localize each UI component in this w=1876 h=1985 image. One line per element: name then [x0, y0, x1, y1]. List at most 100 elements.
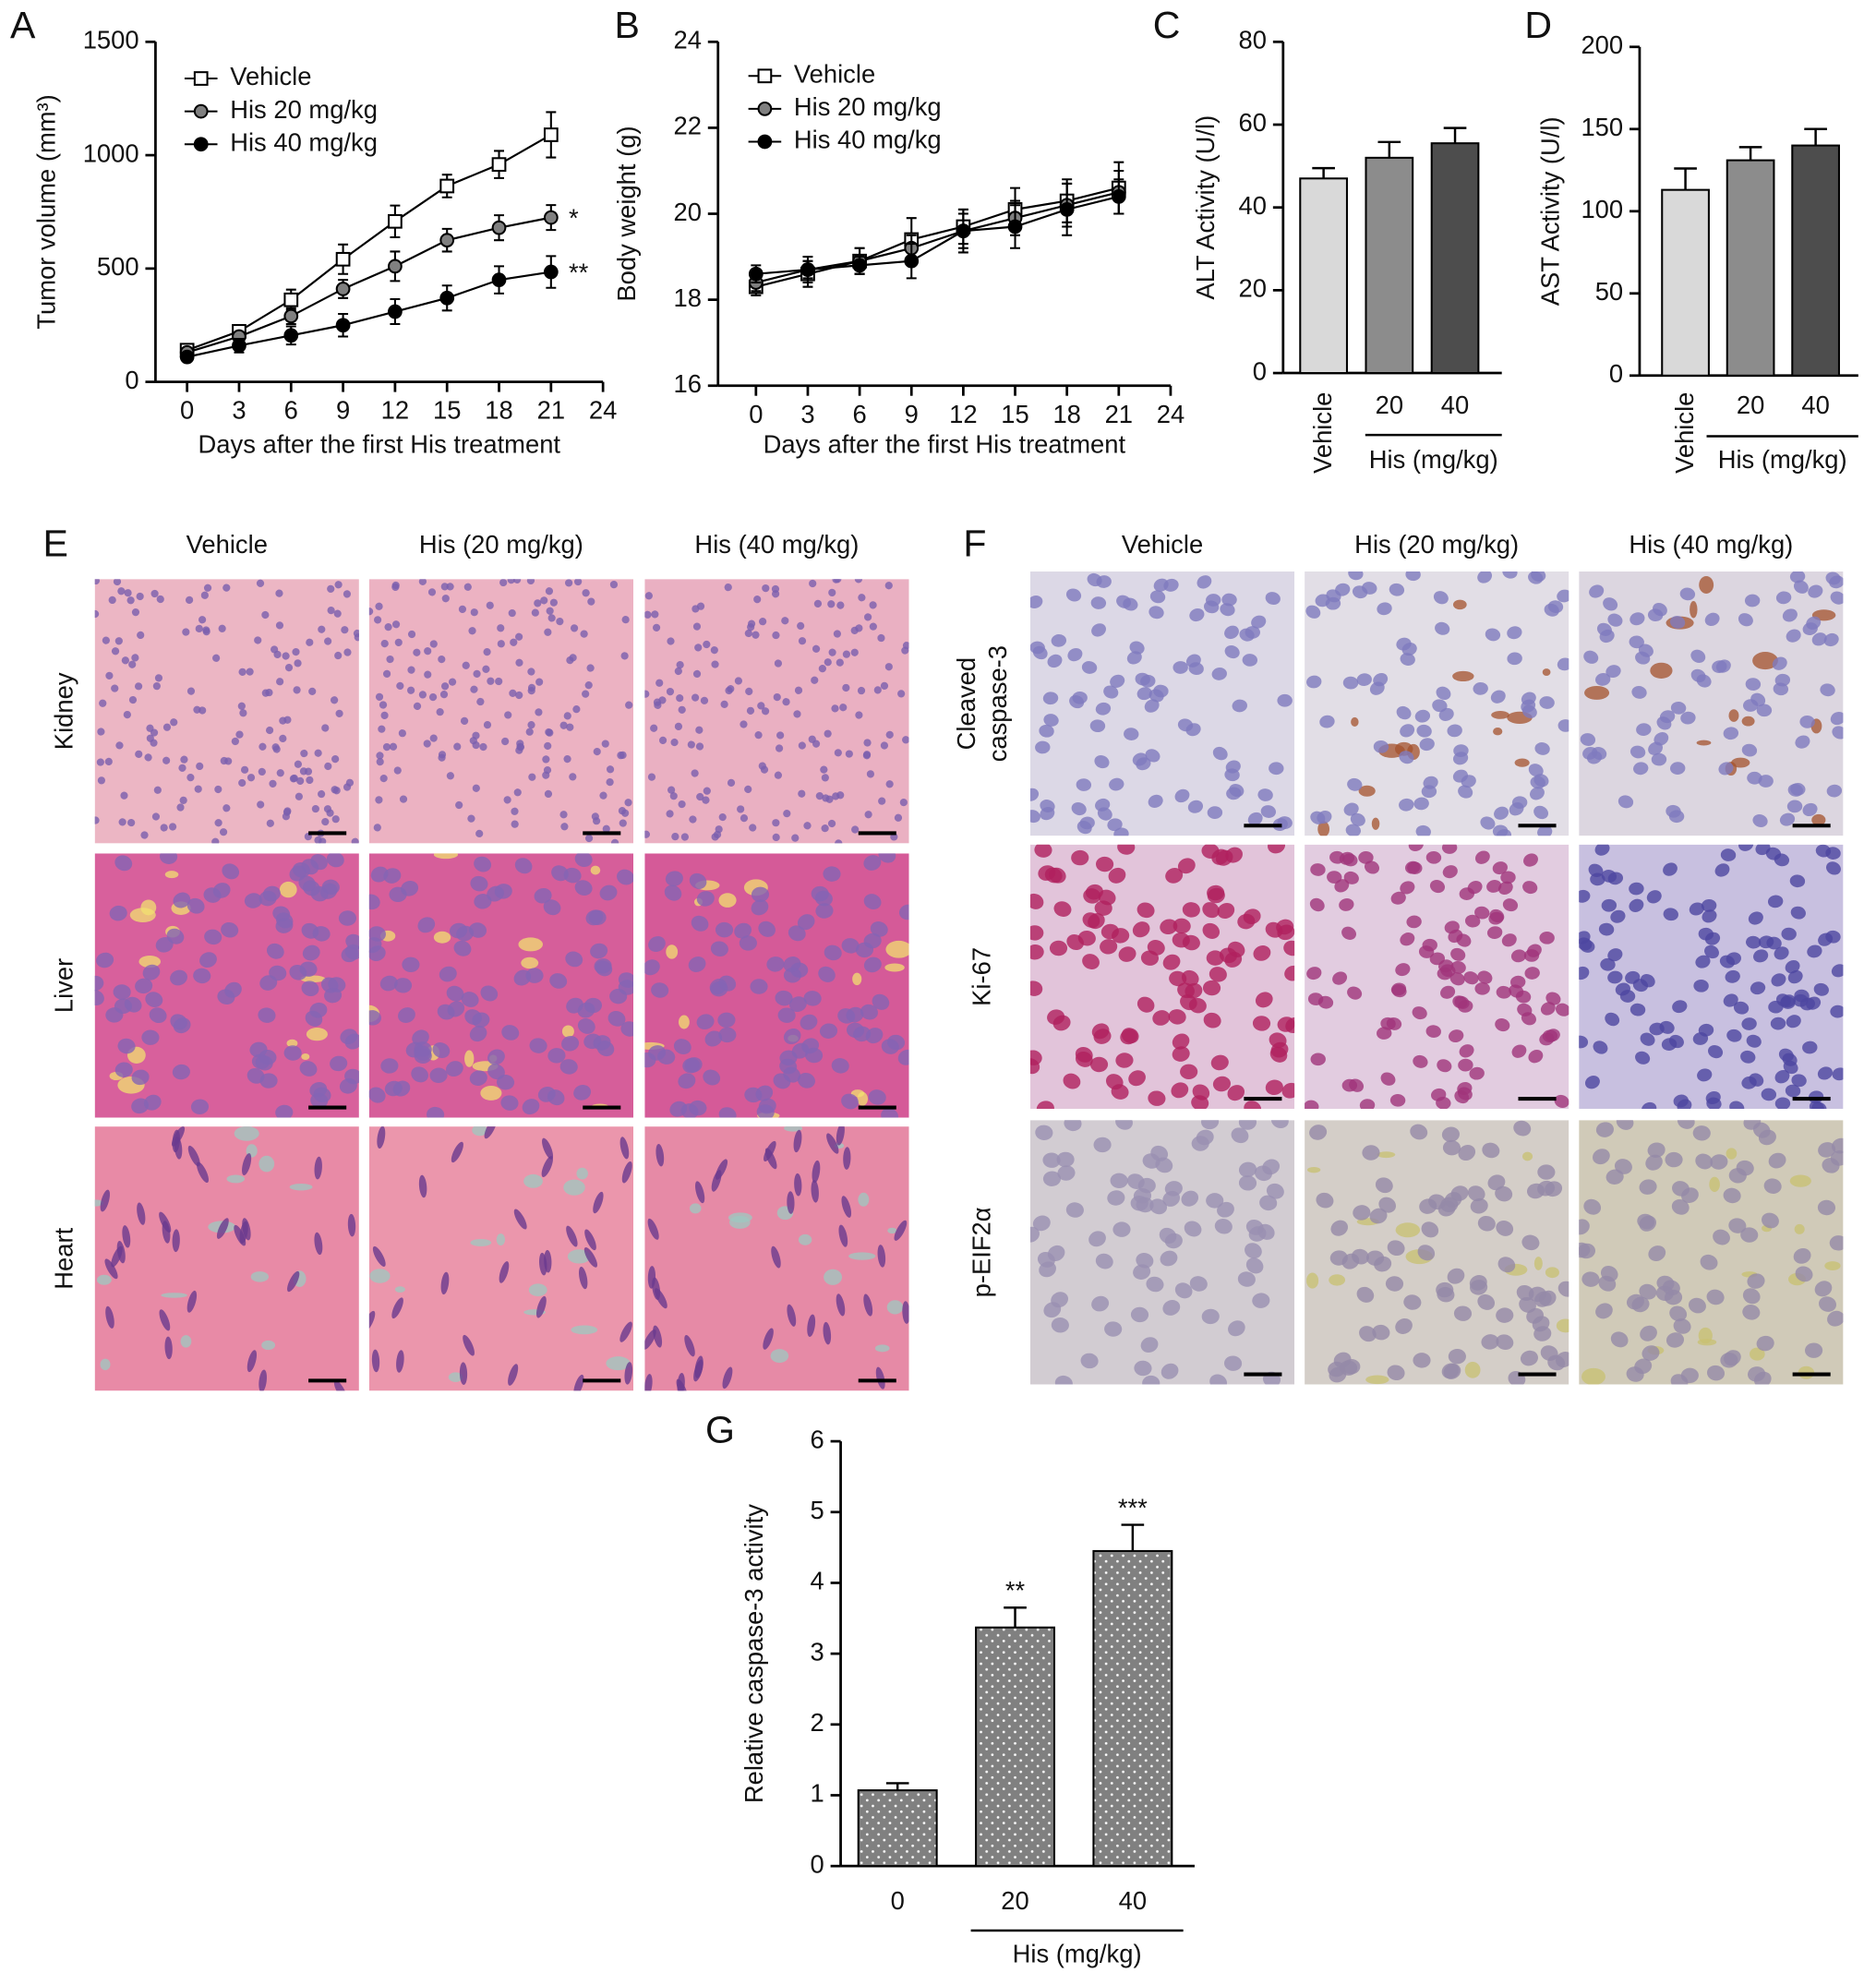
nucleus	[1145, 749, 1160, 763]
nucleus	[1407, 861, 1423, 874]
nucleus	[1065, 1202, 1084, 1218]
nucleus	[497, 640, 505, 648]
nucleus	[127, 818, 136, 827]
nucleus	[1610, 1331, 1629, 1348]
nucleus	[178, 764, 186, 772]
nucleus	[122, 1225, 131, 1248]
nucleus	[379, 701, 388, 709]
x-tick-label: 18	[485, 396, 512, 425]
nucleus	[755, 1085, 774, 1101]
nucleus	[1744, 594, 1761, 608]
nucleus	[339, 1077, 357, 1094]
nucleus	[1116, 595, 1132, 608]
nucleus	[1413, 797, 1429, 811]
nucleus	[1501, 933, 1517, 947]
nucleus	[1706, 1365, 1726, 1381]
nucleus	[696, 792, 704, 801]
nucleus	[105, 1305, 114, 1329]
nucleus	[1063, 1073, 1081, 1089]
nucleus	[237, 702, 246, 710]
nucleus	[1082, 912, 1100, 929]
nucleus	[1206, 1193, 1224, 1209]
nucleus	[772, 631, 780, 640]
nucleus	[584, 681, 593, 690]
nucleus	[1152, 1010, 1171, 1026]
nucleus	[832, 579, 840, 583]
micrograph	[1579, 571, 1844, 836]
nucleus	[214, 785, 222, 794]
nucleus	[1767, 895, 1784, 908]
nucleus	[309, 1081, 328, 1098]
nucleus	[123, 710, 131, 719]
nucleus	[787, 1191, 795, 1214]
nucleus	[242, 1218, 251, 1241]
nucleus	[1353, 1205, 1371, 1221]
nucleus	[1029, 1226, 1040, 1243]
nucleus	[423, 740, 431, 748]
nucleus	[396, 681, 404, 690]
nucleus	[559, 1059, 578, 1075]
nucleus	[1523, 853, 1538, 867]
data-point	[904, 253, 920, 269]
stain	[279, 881, 297, 898]
nucleus	[718, 812, 727, 822]
nucleus	[718, 1107, 737, 1118]
nucleus	[140, 831, 149, 839]
nucleus	[1557, 657, 1569, 671]
nucleus	[451, 1141, 463, 1163]
nucleus	[1458, 1058, 1473, 1072]
nucleus	[1795, 1266, 1813, 1282]
nucleus	[793, 1129, 802, 1153]
nucleus	[1232, 699, 1247, 713]
nucleus	[351, 837, 359, 844]
nucleus	[1330, 1220, 1349, 1236]
nucleus	[1830, 711, 1844, 726]
nucleus	[1373, 740, 1389, 753]
nucleus	[473, 669, 481, 678]
nucleus	[644, 830, 651, 838]
nucleus	[94, 816, 100, 824]
stain	[1741, 716, 1755, 727]
nucleus	[1039, 724, 1054, 738]
nucleus	[563, 754, 571, 764]
nucleus	[1395, 963, 1411, 977]
legend-marker	[193, 103, 209, 119]
nucleus	[607, 1010, 626, 1027]
nucleus	[777, 1007, 796, 1023]
nucleus	[1029, 1050, 1042, 1065]
nucleus	[1217, 1201, 1234, 1218]
nucleus	[141, 1029, 160, 1045]
nucleus	[1040, 807, 1055, 821]
row-label: Heart	[49, 1227, 78, 1289]
data-point	[852, 258, 867, 273]
nucleus	[584, 1229, 596, 1251]
nucleus	[186, 687, 196, 695]
nucleus	[1121, 1028, 1139, 1044]
nucleus	[819, 1023, 838, 1039]
nucleus	[1224, 768, 1240, 782]
stain	[1491, 711, 1509, 719]
nucleus	[1425, 1025, 1441, 1038]
nucleus	[1794, 989, 1810, 1003]
micrograph	[644, 579, 909, 844]
nucleus	[441, 682, 450, 691]
nucleus	[143, 1094, 162, 1111]
nucleus	[1507, 626, 1522, 640]
tissue	[94, 579, 359, 844]
nucleus	[1065, 588, 1082, 602]
nucleus	[1802, 1041, 1818, 1054]
nucleus	[574, 880, 593, 896]
nucleus	[429, 640, 438, 648]
nucleus	[1521, 1234, 1540, 1251]
nucleus	[1214, 1218, 1233, 1234]
nucleus	[151, 812, 161, 821]
nucleus	[218, 624, 226, 632]
nucleus	[1380, 1072, 1396, 1086]
nucleus	[486, 601, 494, 609]
nucleus	[1356, 673, 1372, 687]
nucleus	[1449, 1029, 1464, 1043]
micrograph	[644, 853, 909, 1118]
nucleus	[368, 1310, 376, 1332]
x-tick-label: 0	[180, 396, 194, 425]
